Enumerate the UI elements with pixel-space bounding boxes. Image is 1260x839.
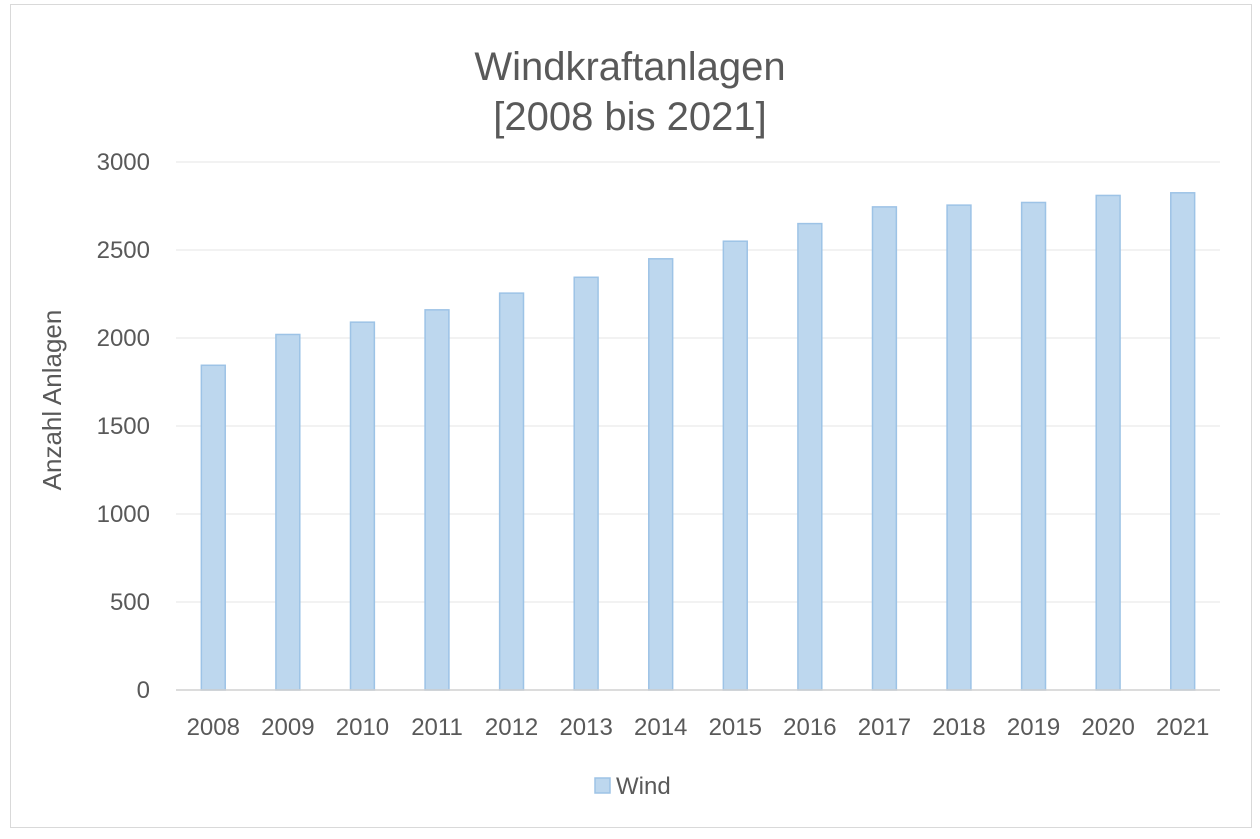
y-tick-label: 1500	[97, 413, 150, 440]
x-tick-label: 2018	[932, 714, 985, 741]
bar-2021	[1170, 192, 1196, 691]
x-axis-tick-labels: 2008 2009 2010 2011 2012 2013 2014 2015 2016 2017…	[187, 714, 1210, 741]
chart-title-line-2: [2008 bis 2021]	[493, 95, 767, 139]
bar-2015	[722, 240, 748, 691]
y-tick-label: 500	[110, 589, 150, 616]
y-axis-tick-labels: 0 500 1000 1500 2000 2500 3000	[97, 149, 150, 704]
y-tick-label: 2000	[97, 325, 150, 352]
gridlines	[176, 161, 1220, 603]
bars	[176, 192, 1220, 691]
bar-2008	[200, 364, 226, 691]
x-tick-label: 2021	[1156, 714, 1209, 741]
x-tick-label: 2011	[411, 714, 463, 741]
legend-swatch-wind	[594, 777, 611, 794]
x-tick-label: 2009	[261, 714, 314, 741]
bar-2012	[498, 292, 525, 691]
x-tick-label: 2017	[858, 714, 911, 741]
x-tick-label: 2020	[1081, 714, 1134, 741]
x-tick-label: 2019	[1007, 714, 1060, 741]
bar-2018	[946, 204, 972, 691]
legend: Wind	[594, 773, 671, 800]
x-tick-label: 2015	[709, 714, 762, 741]
bar-2020	[1095, 194, 1121, 691]
y-tick-label: 3000	[97, 149, 150, 176]
y-tick-label: 1000	[97, 501, 150, 528]
y-axis-title: Anzahl Anlagen	[37, 310, 67, 491]
bar-2019	[1020, 201, 1047, 691]
chart-title-line-1: Windkraftanlagen	[474, 45, 785, 89]
y-tick-label: 2500	[97, 237, 150, 264]
bar-2016	[797, 222, 823, 691]
bar-2017	[871, 206, 898, 691]
bar-2013	[573, 276, 599, 691]
y-tick-label: 0	[137, 677, 150, 704]
bar-2009	[275, 333, 301, 691]
x-tick-label: 2012	[485, 714, 538, 741]
bar-2014	[648, 258, 674, 691]
x-tick-label: 2016	[783, 714, 836, 741]
bar-2010	[349, 321, 376, 691]
legend-label-wind: Wind	[616, 773, 671, 800]
x-tick-label: 2010	[336, 714, 389, 741]
x-tick-label: 2014	[634, 714, 687, 741]
x-tick-label: 2013	[559, 714, 612, 741]
bar-2011	[424, 309, 450, 691]
x-tick-label: 2008	[187, 714, 240, 741]
